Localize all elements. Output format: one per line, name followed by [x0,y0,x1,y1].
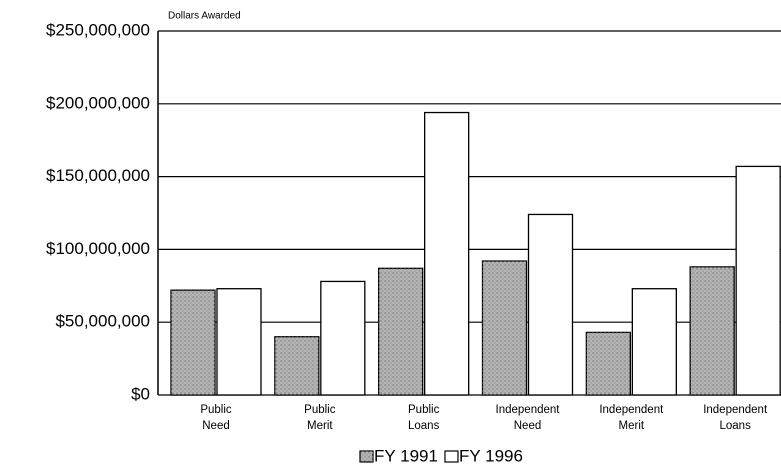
y-tick-label: $100,000,000 [46,239,150,258]
y-axis-label: Dollars Awarded [168,11,241,22]
bar [735,165,781,396]
legend-label: FY 1991 [374,446,438,465]
x-tick-label: Need [514,420,542,432]
x-tick-label: Loans [719,420,751,432]
y-tick-label: $0 [131,384,150,403]
legend-swatch-texture [360,451,373,462]
bar-texture [586,332,631,395]
x-tick-label: Independent [599,404,664,416]
x-tick-label: Public [200,404,232,416]
legend-label: FY 1996 [459,446,523,465]
bar-texture [482,261,527,395]
y-tick-label: $50,000,000 [55,312,150,331]
bar [424,111,470,396]
x-tick-label: Independent [703,404,768,416]
x-tick-label: Merit [619,420,645,432]
y-tick-label: $150,000,000 [46,166,150,185]
y-tick-label: $250,000,000 [46,20,150,39]
x-tick-label: Public [304,404,336,416]
y-tick-label: $200,000,000 [46,93,150,112]
x-tick-label: Merit [307,420,333,432]
bar [320,280,366,396]
bar [216,288,262,396]
bar [631,288,677,396]
bar-texture [171,290,215,395]
x-tick-label: Independent [496,404,561,416]
x-tick-label: Public [408,404,440,416]
bar-texture [378,268,423,395]
legend-swatch [444,450,459,463]
bar [527,213,574,396]
x-tick-label: Need [202,420,230,432]
bar-texture [274,336,319,395]
x-tick-label: Loans [408,420,440,432]
bar-texture [690,266,735,395]
